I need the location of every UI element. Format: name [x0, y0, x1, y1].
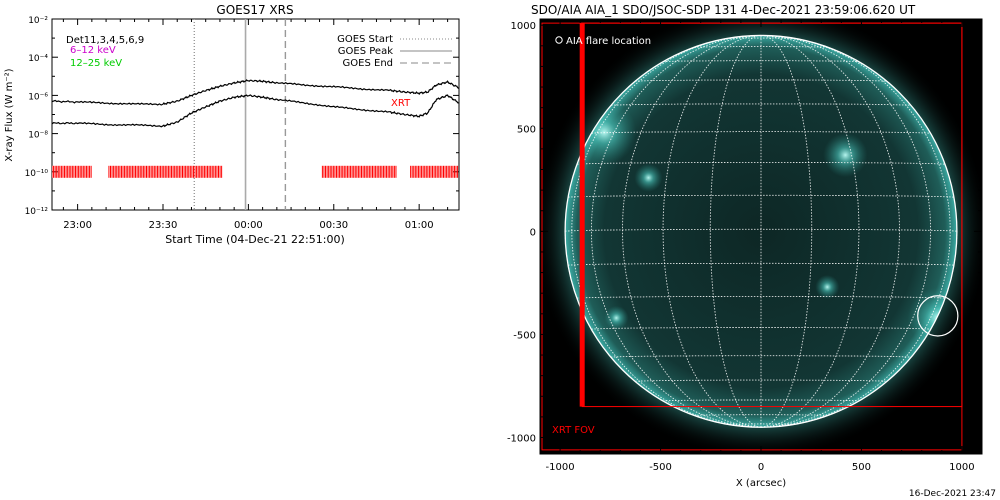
flare-legend-symbol [555, 36, 563, 44]
goes-legend-det: Det11,3,4,5,6,9 [66, 35, 144, 46]
xrt-fov-label: XRT FOV [552, 425, 595, 436]
goes-legend-start-label: GOES Start [337, 34, 393, 45]
goes-y-axis: 10⁻¹² 10⁻¹⁰ 10⁻⁸ 10⁻⁶ 10⁻⁴ 10⁻² [25, 16, 459, 217]
x-tick-label: 23:00 [63, 220, 92, 231]
latitude-line [565, 228, 957, 232]
latitude-line [634, 379, 888, 382]
goes-x-axis: 23:00 23:30 00:00 00:30 01:00 [62, 19, 449, 231]
y-tick-label: 10⁻⁸ [28, 131, 48, 141]
longitude-line [760, 35, 951, 428]
x-tick-label: 1000 [949, 462, 974, 473]
aia-chart-title: SDO/AIA AIA_1 SDO/JSOC-SDP 131 4-Dec-202… [531, 3, 916, 17]
aia-axes: -1000 -500 0 500 1000 -1000 -500 0 500 1000 [507, 19, 982, 473]
latitude-line [591, 131, 931, 134]
latitude-line [567, 262, 955, 266]
x-tick-label: 00:00 [234, 220, 263, 231]
longitude-line [622, 35, 762, 428]
goes-x-axis-label: Start Time (04-Dec-21 22:51:00) [165, 233, 345, 246]
xrt-coverage-marks [52, 165, 459, 178]
y-tick-label: -500 [513, 330, 536, 341]
longitude-line [571, 35, 762, 428]
aia-x-axis-label: X (arcsec) [736, 478, 786, 489]
latitude-line [634, 79, 888, 82]
goes-legend-6-12-kev: 6–12 keV [70, 45, 116, 56]
longitude-line [760, 35, 900, 428]
solar-limb-outline [564, 34, 958, 428]
goes-light-curve-1 [52, 94, 459, 128]
goes-event-markers [193, 19, 287, 210]
xrt-fov-box [541, 22, 963, 451]
goes-legend-peak-label: GOES Peak [338, 46, 393, 57]
aia-legend-text: AIA flare location [566, 36, 651, 47]
y-tick-label: 0 [530, 227, 536, 238]
x-tick-label: 0 [758, 462, 764, 473]
x-tick-label: -500 [649, 462, 672, 473]
x-tick-label: 00:30 [319, 220, 348, 231]
goes-chart-title: GOES17 XRS [216, 3, 293, 17]
y-tick-label: 500 [517, 124, 536, 135]
goes-xrs-panel: GOES17 XRS 10⁻¹² 10⁻¹⁰ 10⁻⁸ 10⁻⁶ 10⁻⁴ 10⁻² 23… [4, 3, 460, 246]
active-region [815, 274, 840, 300]
flare-location-circle [917, 295, 959, 337]
goes-xrt-annotation: XRT [391, 98, 411, 109]
active-region [823, 132, 868, 178]
latitude-line [610, 103, 912, 106]
y-tick-label: -1000 [507, 434, 536, 445]
y-tick-label: 10⁻¹⁰ [25, 169, 49, 179]
aia-image-panel: SDO/AIA AIA_1 SDO/JSOC-SDP 131 4-Dec-202… [507, 3, 983, 489]
x-tick-label: 01:00 [405, 220, 434, 231]
footer-timestamp: 16-Dec-2021 23:47 [909, 489, 996, 499]
y-tick-label: 1000 [511, 21, 536, 32]
active-region [604, 305, 629, 330]
active-region [634, 163, 663, 192]
longitude-line [662, 35, 762, 428]
x-tick-label: 23:30 [149, 220, 178, 231]
x-tick-label: -1000 [546, 462, 575, 473]
goes-legend-end-label: GOES End [343, 58, 393, 69]
longitude-line [760, 35, 860, 428]
goes-y-axis-label: X-ray Flux (W m⁻²) [4, 68, 15, 161]
y-tick-label: 10⁻⁴ [28, 54, 48, 64]
goes-series [52, 79, 459, 128]
goes-light-curve-0 [52, 79, 459, 106]
goes-legend-12-25-kev: 12–25 keV [70, 58, 122, 69]
y-tick-label: 10⁻¹² [25, 207, 49, 217]
y-tick-label: 10⁻⁶ [28, 92, 48, 102]
x-tick-label: 500 [852, 462, 871, 473]
y-tick-label: 10⁻² [28, 16, 48, 26]
